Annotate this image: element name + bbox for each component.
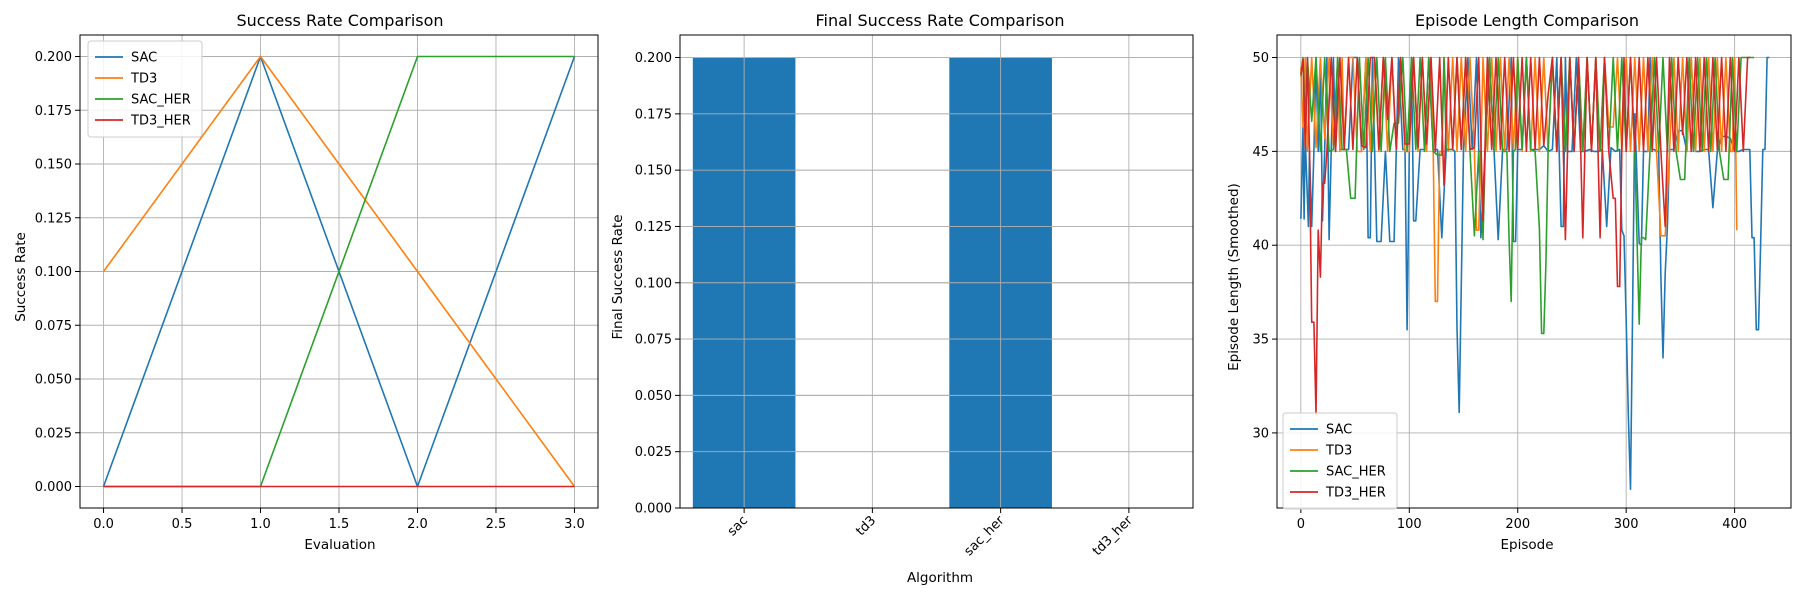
y-tick-label: 0.200 <box>35 50 72 65</box>
legend: SAC TD3 SAC_HER TD3_HER <box>87 40 203 138</box>
x-axis-label: Evaluation <box>304 537 375 553</box>
x-tick-label: td3_her <box>1090 513 1136 559</box>
series-line-td3-her <box>1300 56 1750 416</box>
episode-length-chart: Episode Length Comparison Episode Episod… <box>1226 11 1792 553</box>
x-axis-label: Algorithm <box>907 570 973 586</box>
y-tick-label: 40 <box>1252 239 1269 254</box>
y-tick-label: 0.125 <box>35 211 72 226</box>
y-tick-label: 0.050 <box>635 389 672 404</box>
y-tick-label: 0.175 <box>35 104 72 119</box>
y-tick-label: 0.175 <box>635 107 672 122</box>
y-axis-label: Final Success Rate <box>610 215 626 340</box>
legend-label: SAC <box>1326 423 1352 438</box>
chart-title: Final Success Rate Comparison <box>815 11 1064 30</box>
legend-label: SAC_HER <box>131 93 191 108</box>
x-tick-label: 2.5 <box>486 517 507 532</box>
final-success-rate-chart: Final Success Rate Comparison Algorithm … <box>610 11 1194 586</box>
y-tick-label: 0.025 <box>35 426 72 441</box>
legend: SAC TD3 SAC_HER TD3_HER <box>1282 412 1398 510</box>
x-tick-label: 200 <box>1505 517 1530 532</box>
success-rate-chart: Success Rate Comparison Evaluation Succe… <box>13 11 599 553</box>
y-tick-label: 35 <box>1252 333 1269 348</box>
y-tick-label: 0.075 <box>35 319 72 334</box>
x-tick-label: 0.0 <box>93 517 114 532</box>
plot-frame <box>1276 34 1792 509</box>
x-tick-label: 0.5 <box>172 517 193 532</box>
x-axis-label: Episode <box>1500 537 1553 553</box>
x-tick-label: 400 <box>1722 517 1747 532</box>
legend-label: TD3 <box>1325 444 1352 459</box>
series-line-td3 <box>102 55 576 487</box>
y-tick-label: 0.200 <box>635 51 672 66</box>
x-tick-label: sac_her <box>962 513 1008 559</box>
x-tick-label: 300 <box>1614 517 1639 532</box>
y-tick-label: 30 <box>1252 426 1269 441</box>
x-tick-label: 1.0 <box>250 517 271 532</box>
chart-title: Episode Length Comparison <box>1415 11 1639 30</box>
x-tick-label: 3.0 <box>564 517 585 532</box>
y-axis-label: Success Rate <box>13 232 29 322</box>
y-tick-label: 0.075 <box>635 333 672 348</box>
x-tick-label: 1.5 <box>329 517 350 532</box>
legend-label: SAC_HER <box>1326 465 1386 480</box>
y-tick-label: 0.100 <box>635 276 672 291</box>
y-tick-label: 0.125 <box>635 220 672 235</box>
legend-box <box>1282 412 1398 510</box>
legend-label: TD3_HER <box>1325 486 1386 501</box>
y-tick-label: 0.050 <box>35 373 72 388</box>
x-tick-label: 2.0 <box>407 517 428 532</box>
y-tick-label: 0.150 <box>35 158 72 173</box>
x-tick-label: 0 <box>1297 517 1305 532</box>
legend-label: TD3_HER <box>130 114 191 129</box>
legend-label: SAC <box>131 51 157 66</box>
y-tick-label: 0.100 <box>35 265 72 280</box>
y-tick-label: 0.150 <box>635 164 672 179</box>
x-tick-label: sac <box>725 513 751 539</box>
legend-label: TD3 <box>130 72 157 87</box>
y-tick-label: 0.000 <box>635 502 672 517</box>
y-tick-label: 0.000 <box>35 480 72 495</box>
legend-box <box>87 40 203 138</box>
y-tick-label: 45 <box>1252 145 1269 160</box>
x-tick-label: 100 <box>1397 517 1422 532</box>
y-tick-label: 0.025 <box>635 445 672 460</box>
y-axis-label: Episode Length (Smoothed) <box>1226 183 1242 371</box>
chart-title: Success Rate Comparison <box>236 11 443 30</box>
y-tick-label: 50 <box>1252 51 1269 66</box>
plot-frame <box>679 34 1194 509</box>
x-tick-label: td3 <box>853 513 879 539</box>
